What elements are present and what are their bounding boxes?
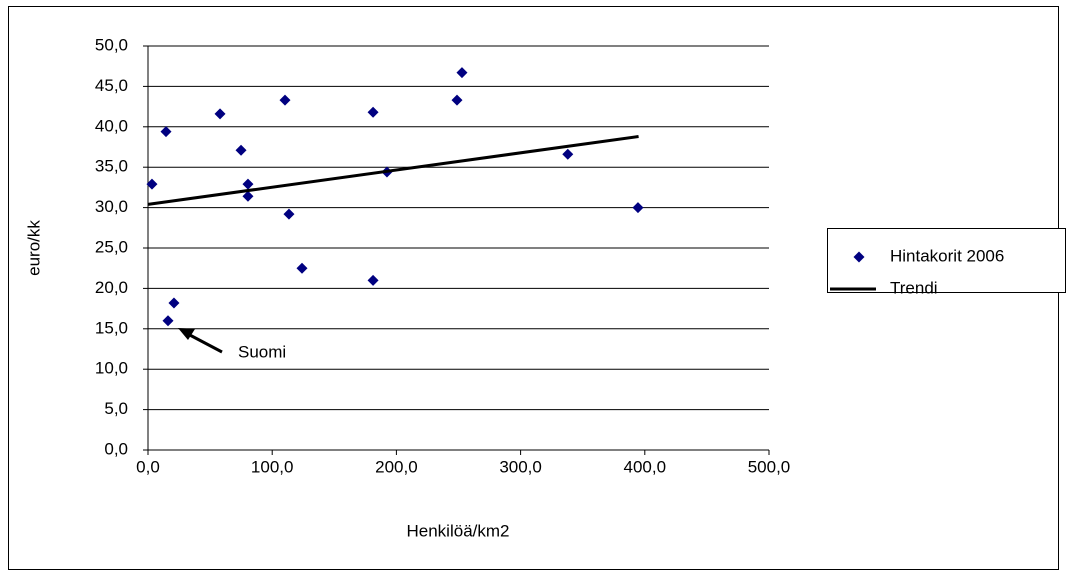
annotation-arrowhead: [178, 328, 195, 340]
point: [242, 190, 254, 202]
point: [283, 208, 295, 220]
x-tick-label: 300,0: [499, 457, 542, 476]
y-tick-label: 30,0: [95, 197, 128, 216]
point: [214, 108, 226, 120]
point: [168, 297, 180, 309]
point: [632, 202, 644, 214]
y-tick-label: 35,0: [95, 157, 128, 176]
trend-line: [147, 135, 639, 206]
point: [296, 262, 308, 274]
point: [146, 178, 158, 190]
point: [162, 315, 174, 327]
point: [160, 126, 172, 138]
legend-box: [827, 228, 1066, 293]
annotation-arrow: [185, 331, 223, 354]
y-tick-label: 20,0: [95, 278, 128, 297]
x-tick-label: 500,0: [748, 457, 791, 476]
y-tick-label: 0,0: [104, 439, 128, 458]
y-tick-label: 10,0: [95, 359, 128, 378]
legend-label: Trendi: [890, 278, 938, 297]
x-tick-label: 100,0: [251, 457, 294, 476]
x-tick-label: 0,0: [136, 457, 160, 476]
y-tick-label: 40,0: [95, 116, 128, 135]
y-tick-label: 45,0: [95, 76, 128, 95]
y-tick-label: 15,0: [95, 318, 128, 337]
point: [451, 94, 463, 106]
y-tick-label: 25,0: [95, 237, 128, 256]
point: [367, 106, 379, 118]
annotation: Suomi: [238, 342, 286, 361]
point: [235, 144, 247, 156]
y-axis-label: euro/kk: [24, 220, 43, 276]
x-tick-label: 200,0: [375, 457, 418, 476]
point: [562, 148, 574, 160]
point: [242, 178, 254, 190]
x-axis-label: Henkilöä/km2: [407, 521, 510, 540]
legend-marker: [853, 251, 865, 263]
y-tick-label: 50,0: [95, 35, 128, 54]
point: [279, 94, 291, 106]
legend-label: Hintakorit 2006: [890, 246, 1004, 265]
x-tick-label: 400,0: [624, 457, 667, 476]
y-tick-label: 5,0: [104, 399, 128, 418]
point: [367, 274, 379, 286]
point: [456, 67, 468, 79]
